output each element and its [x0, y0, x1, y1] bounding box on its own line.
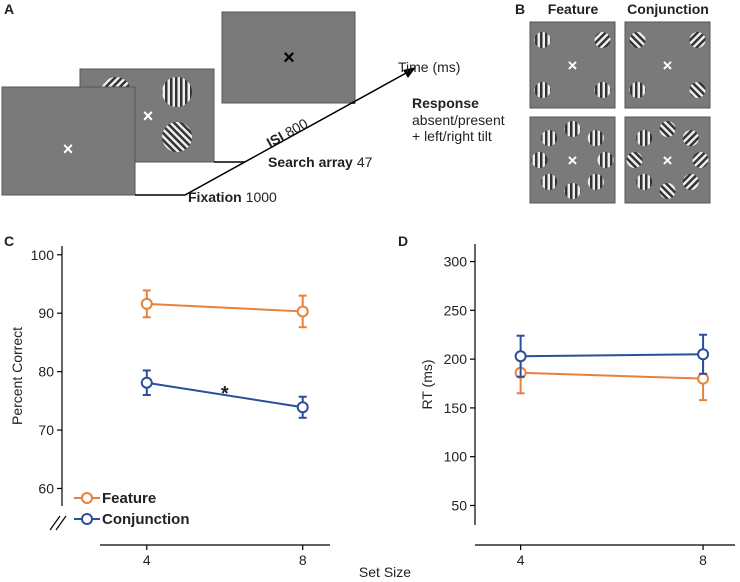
y-tick-label: 200 — [444, 351, 468, 367]
panel-label: A — [4, 1, 14, 17]
y-tick-label: 150 — [444, 400, 468, 416]
grating — [594, 32, 611, 48]
grating — [692, 152, 709, 168]
event-name: Fixation — [188, 189, 242, 205]
grating — [689, 82, 706, 98]
x-tick-label: 8 — [299, 552, 307, 568]
time-axis — [135, 71, 409, 196]
x-tick-label: 4 — [143, 552, 151, 568]
search-displays: Feature Conjunction × × × × — [529, 1, 711, 204]
arrow-head — [403, 67, 416, 78]
y-tick-label: 300 — [444, 254, 468, 270]
fixation-cross: × — [568, 151, 578, 170]
data-point — [296, 305, 309, 318]
x-tick-label: 8 — [699, 552, 707, 568]
data-point — [140, 376, 153, 389]
grating — [541, 130, 558, 147]
axis-break — [55, 515, 67, 531]
column-title: Conjunction — [627, 1, 709, 17]
y-tick-label: 250 — [444, 302, 468, 318]
fixation-cross: × — [283, 47, 295, 69]
series-line — [520, 353, 704, 358]
axis-break — [49, 515, 61, 531]
fixation-cross: × — [568, 56, 578, 75]
grating — [626, 152, 643, 168]
y-tick-label: 60 — [38, 480, 54, 496]
event-detail: absent/present — [412, 112, 505, 128]
grating — [541, 173, 558, 190]
grating — [564, 121, 581, 137]
legend-marker — [81, 492, 93, 504]
y-tick-label: 50 — [451, 497, 467, 513]
y-tick-label: 80 — [38, 364, 54, 380]
y-tick-label: 90 — [38, 305, 54, 321]
grating — [636, 173, 653, 190]
panel-label: C — [4, 233, 14, 249]
x-tick-label: 4 — [517, 552, 525, 568]
grating — [534, 82, 551, 98]
grating — [162, 77, 192, 107]
event-label: Fixation 1000 — [188, 189, 277, 205]
significance-marker: * — [221, 383, 229, 405]
grating — [659, 121, 676, 137]
grating — [534, 32, 551, 48]
y-axis-label: Percent Correct — [9, 327, 25, 425]
data-point — [140, 297, 153, 310]
grating — [682, 130, 699, 147]
legend-marker — [81, 513, 93, 525]
fixation-cross: × — [143, 106, 154, 126]
grating — [689, 32, 706, 48]
grating — [564, 183, 581, 199]
column-title: Feature — [548, 1, 599, 17]
legend-label: Conjunction — [102, 511, 189, 528]
panel-label: B — [515, 1, 525, 17]
time-label: Time (ms) — [398, 59, 460, 75]
grating — [682, 173, 699, 190]
y-tick-label: 100 — [31, 247, 55, 263]
event-detail: + left/right tilt — [412, 128, 492, 144]
event-duration: 1000 — [246, 189, 277, 205]
event-name: Response — [412, 95, 479, 111]
grating — [629, 32, 646, 48]
fixation-cross: × — [663, 151, 673, 170]
event-name: ISI — [264, 128, 287, 150]
x-axis-label: Set Size — [359, 564, 411, 580]
response-screen — [221, 11, 356, 104]
data-point — [697, 372, 710, 385]
data-point — [697, 348, 710, 361]
grating — [587, 173, 604, 190]
grating — [629, 82, 646, 98]
event-duration: 800 — [282, 115, 310, 140]
series-line — [146, 302, 303, 313]
grating — [597, 152, 614, 168]
event-label: ISI800 — [264, 115, 311, 151]
y-tick-label: 100 — [444, 449, 468, 465]
event-duration: 47 — [357, 154, 373, 170]
grating — [659, 183, 676, 199]
grating — [636, 130, 653, 147]
data-point — [296, 401, 309, 414]
series-line — [520, 371, 704, 380]
fixation-screen — [1, 86, 136, 196]
panel-label: D — [398, 233, 408, 249]
data-point — [514, 350, 527, 363]
grating — [162, 122, 192, 152]
trial-sequence: × × × Time (ms) Response absent/present … — [1, 11, 505, 205]
event-name: Search array — [268, 154, 353, 170]
fixation-cross: × — [663, 56, 673, 75]
legend-label: Feature — [102, 490, 156, 507]
fixation-cross: × — [63, 139, 74, 159]
y-tick-label: 70 — [38, 422, 54, 438]
event-label: Search array 47 — [268, 154, 373, 170]
grating — [531, 152, 548, 168]
y-axis-label: RT (ms) — [419, 359, 435, 409]
series-line — [146, 381, 303, 409]
grating — [594, 82, 611, 98]
grating — [587, 130, 604, 147]
